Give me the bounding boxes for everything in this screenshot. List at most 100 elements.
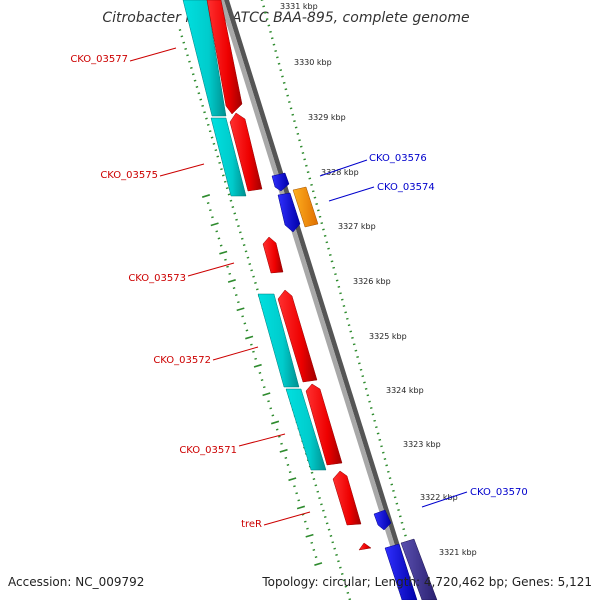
minor-tick bbox=[203, 111, 206, 114]
minor-tick bbox=[236, 301, 240, 304]
minor-tick bbox=[271, 414, 275, 417]
minor-tick bbox=[212, 142, 216, 145]
minor-tick bbox=[289, 107, 293, 110]
minor-tick bbox=[211, 216, 214, 219]
rna-gene-block bbox=[257, 293, 300, 388]
gene-label: CKO_03570 bbox=[470, 487, 528, 498]
minor-tick bbox=[288, 101, 291, 103]
label-leader bbox=[328, 186, 375, 202]
minor-tick bbox=[387, 470, 390, 473]
minor-tick bbox=[191, 73, 195, 76]
major-tick bbox=[296, 505, 306, 510]
label-leader bbox=[421, 491, 468, 508]
minor-tick bbox=[226, 265, 229, 268]
minor-tick bbox=[293, 120, 296, 123]
minor-tick bbox=[332, 266, 336, 269]
minor-tick bbox=[335, 279, 339, 282]
minor-tick bbox=[269, 407, 273, 410]
minor-tick bbox=[298, 139, 301, 142]
minor-tick bbox=[354, 349, 358, 352]
minor-tick bbox=[227, 193, 231, 196]
minor-tick bbox=[369, 407, 373, 409]
minor-tick bbox=[306, 527, 309, 530]
minor-tick bbox=[303, 158, 306, 161]
minor-tick bbox=[250, 269, 254, 272]
minor-tick bbox=[264, 11, 267, 14]
minor-tick bbox=[189, 66, 193, 69]
minor-tick bbox=[262, 5, 266, 8]
minor-tick bbox=[299, 145, 303, 148]
major-tick bbox=[288, 477, 297, 482]
major-tick bbox=[236, 307, 245, 312]
major-tick bbox=[219, 250, 228, 255]
minor-tick bbox=[277, 62, 281, 65]
minor-tick bbox=[197, 92, 201, 95]
minor-tick bbox=[333, 547, 337, 550]
label-leader bbox=[159, 163, 205, 177]
minor-tick bbox=[314, 556, 318, 559]
position-tick-ring bbox=[260, 0, 421, 588]
minor-tick bbox=[339, 566, 342, 569]
minor-tick bbox=[199, 98, 203, 101]
reverse-cds-genes bbox=[271, 172, 418, 600]
minor-tick bbox=[316, 490, 320, 493]
minor-tick bbox=[325, 522, 329, 525]
minor-tick bbox=[217, 237, 221, 240]
minor-tick bbox=[182, 41, 186, 44]
cds-arrow bbox=[358, 542, 372, 551]
minor-tick bbox=[306, 171, 310, 174]
minor-tick bbox=[277, 435, 281, 438]
minor-tick bbox=[286, 94, 289, 97]
position-label: 3322 kbp bbox=[420, 493, 458, 502]
minor-tick bbox=[246, 256, 250, 259]
minor-tick bbox=[258, 371, 262, 374]
minor-tick bbox=[218, 161, 222, 164]
position-label: 3328 kbp bbox=[321, 168, 359, 177]
minor-tick bbox=[229, 199, 233, 202]
minor-tick bbox=[315, 203, 318, 205]
minor-tick bbox=[388, 477, 392, 480]
minor-tick bbox=[294, 126, 298, 129]
cds-arrow-reverse bbox=[277, 192, 301, 233]
position-label: 3327 kbp bbox=[338, 222, 376, 231]
position-label: 3323 kbp bbox=[403, 440, 441, 449]
major-tick bbox=[314, 562, 323, 566]
minor-tick bbox=[346, 591, 350, 594]
minor-tick bbox=[344, 311, 347, 314]
minor-tick bbox=[404, 534, 407, 537]
minor-tick bbox=[348, 598, 352, 600]
cds-arrow bbox=[277, 289, 318, 383]
label-leader bbox=[319, 159, 368, 177]
minor-tick bbox=[274, 50, 277, 52]
cds-arrow bbox=[305, 383, 343, 466]
minor-tick bbox=[288, 471, 292, 474]
right-gene-labels: CKO_03576 CKO_03574 CKO_03570 bbox=[319, 153, 528, 508]
minor-tick bbox=[376, 432, 380, 435]
minor-tick bbox=[265, 18, 269, 21]
minor-tick bbox=[186, 54, 189, 57]
minor-tick bbox=[220, 168, 223, 171]
minor-tick bbox=[205, 117, 208, 120]
gene-label: treR bbox=[241, 519, 262, 530]
minor-tick bbox=[392, 489, 395, 492]
minor-tick bbox=[342, 305, 346, 307]
minor-tick bbox=[275, 428, 279, 431]
minor-tick bbox=[184, 47, 188, 50]
minor-tick bbox=[344, 585, 348, 588]
minor-tick bbox=[310, 541, 314, 544]
minor-tick bbox=[374, 426, 378, 429]
position-label: 3325 kbp bbox=[369, 332, 407, 341]
minor-tick bbox=[201, 104, 204, 107]
minor-tick bbox=[342, 579, 346, 582]
minor-tick bbox=[373, 419, 376, 422]
minor-tick bbox=[254, 281, 257, 284]
minor-tick bbox=[224, 258, 227, 261]
minor-tick bbox=[180, 35, 184, 38]
minor-tick bbox=[295, 492, 299, 495]
position-label: 3324 kbp bbox=[386, 386, 424, 395]
cds-arrow bbox=[262, 236, 284, 274]
backbone-shadow bbox=[224, 0, 417, 600]
major-tick bbox=[245, 335, 254, 340]
position-label: 3329 kbp bbox=[308, 113, 346, 122]
minor-tick bbox=[286, 463, 290, 466]
